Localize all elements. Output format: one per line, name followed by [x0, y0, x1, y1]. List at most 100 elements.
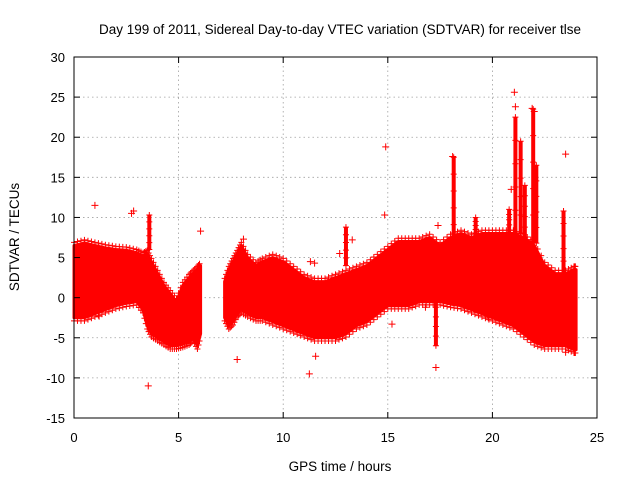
y-tick-label: 0 [58, 291, 65, 306]
band-edge-point [370, 254, 377, 261]
data-layer [71, 88, 579, 390]
y-tick-label: -10 [46, 371, 65, 386]
band-edge-point [173, 295, 180, 302]
x-tick-labels: 0 5 10 15 20 25 [70, 430, 604, 445]
band-edge-point [534, 343, 541, 350]
band-edge-point [353, 263, 360, 270]
spike-point [560, 220, 567, 227]
spike-point [342, 231, 349, 238]
band-edge-point [339, 335, 346, 342]
spike-point [517, 175, 524, 182]
band-edge-point [247, 315, 254, 322]
spike-point [342, 224, 349, 231]
spike-point [560, 233, 567, 240]
spike-point [521, 234, 528, 241]
outlier-point [562, 348, 570, 356]
outlier-point [336, 250, 344, 258]
spike-point [146, 225, 153, 232]
band-edge-point [225, 263, 232, 270]
band-edge-point [437, 301, 444, 308]
band-edge-point [294, 331, 301, 338]
band-edge-point [262, 254, 269, 261]
band-edge-point [266, 320, 273, 327]
band-edge-point [156, 271, 163, 278]
band-edge-point [196, 337, 203, 344]
spike-point [506, 206, 513, 213]
band-edge-point [538, 344, 545, 351]
band-edge-point [244, 251, 251, 258]
band-edge-point [440, 236, 447, 243]
spike-point [521, 203, 528, 210]
band-edge-point [464, 308, 471, 315]
outlier-point [348, 236, 356, 244]
band-edge-point [175, 290, 182, 297]
band-edge-point [259, 317, 266, 324]
outlier-point [449, 152, 457, 160]
band-edge-point [91, 239, 98, 246]
band-edge-point [119, 304, 126, 311]
spike-point [517, 230, 524, 237]
band-edge-point [152, 263, 159, 270]
band-edge-point [195, 262, 202, 269]
outlier-point [130, 207, 138, 215]
outlier-point [511, 103, 519, 111]
band-edge-point [346, 331, 353, 338]
outlier-point [239, 235, 247, 243]
band-edge-point [102, 241, 109, 248]
spike-point [521, 213, 528, 220]
band-edge-point [105, 308, 112, 315]
x-tick-label: 10 [276, 430, 290, 445]
band-edge-point [232, 316, 239, 323]
spike-point [146, 232, 153, 239]
band-edge-point [95, 240, 102, 247]
spike-point [432, 294, 439, 301]
band-edge-point [262, 319, 269, 326]
band-edge-point [541, 259, 548, 266]
band-edge-point [195, 341, 202, 348]
y-tick-label: 25 [51, 90, 65, 105]
spike-point [432, 333, 439, 340]
band-edge-point [572, 350, 579, 357]
outlier-point [95, 312, 103, 320]
band-edge-point [177, 284, 184, 291]
band-edge-point [229, 255, 236, 262]
spike-point [530, 159, 537, 166]
band-edge-point [247, 254, 254, 261]
band-edge-point [444, 233, 451, 240]
y-axis-label: SDTVAR / TECUs [7, 183, 22, 292]
spike-point [506, 211, 513, 218]
outlier-point [484, 314, 492, 322]
band-edge-point [147, 331, 154, 338]
band-edge-point [510, 325, 517, 332]
band-edge-point [81, 236, 88, 243]
band-edge-point [346, 266, 353, 273]
band-edge-point [388, 240, 395, 247]
band-edge-point [342, 333, 349, 340]
band-edge-point [244, 313, 251, 320]
band-edge-point [349, 328, 356, 335]
band-edge-point [335, 336, 342, 343]
outlier-point [305, 370, 313, 378]
spike-point [146, 212, 153, 219]
y-tick-label: 30 [51, 50, 65, 65]
band-edge-point [332, 337, 339, 344]
band-edge-point [444, 303, 451, 310]
outlier-point [507, 185, 515, 193]
band-edge-point [325, 274, 332, 281]
spike-point [432, 323, 439, 330]
band-edge-point [145, 328, 152, 335]
spike-point [512, 160, 519, 167]
band-edge-point [356, 324, 363, 331]
band-edge-point [513, 328, 520, 335]
spike-point [560, 208, 567, 215]
spike-point [521, 182, 528, 189]
outlier-point [197, 227, 205, 235]
band-edge-point [506, 324, 513, 331]
band-edge-point [454, 305, 461, 312]
outlier-point [91, 201, 99, 209]
band-edge-point [235, 312, 242, 319]
y-tick-label: 10 [51, 210, 65, 225]
band-edge-point [225, 325, 232, 332]
spike-point [533, 224, 540, 231]
band-edge-point [74, 238, 81, 245]
